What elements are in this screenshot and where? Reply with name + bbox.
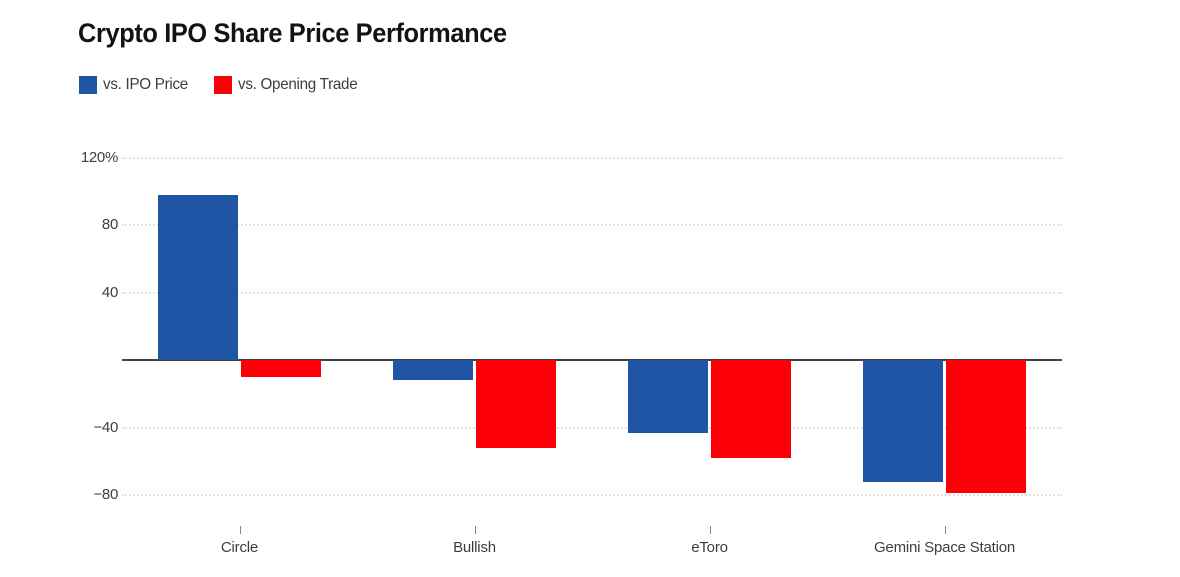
legend-item-vs-ipo-price[interactable]: vs. IPO Price xyxy=(79,76,192,94)
legend-label-vs-ipo-price: vs. IPO Price xyxy=(103,76,188,93)
legend: vs. IPO Price vs. Opening Trade xyxy=(79,76,364,94)
legend-label-vs-opening-trade: vs. Opening Trade xyxy=(238,76,358,93)
legend-swatch-red xyxy=(214,76,233,94)
x-axis-tick-gemini-space-station xyxy=(944,526,946,534)
gridline-120 xyxy=(122,156,1062,159)
legend-swatch-blue xyxy=(79,76,97,94)
x-axis-tick-circle xyxy=(239,526,241,534)
x-axis-tick-etoro xyxy=(709,526,711,534)
x-axis-label-bullish: Bullish xyxy=(453,539,496,556)
y-axis-label-40: 40 xyxy=(101,283,118,301)
y-axis-label-120: 120% xyxy=(80,148,118,166)
gridline--40 xyxy=(122,426,1062,429)
bar-vs-ipo-price-etoro[interactable] xyxy=(628,360,708,433)
x-axis-tick-bullish xyxy=(474,526,476,534)
bar-vs-opening-trade-bullish[interactable] xyxy=(476,360,556,448)
x-axis-label-etoro: eToro xyxy=(691,539,728,556)
bar-vs-opening-trade-etoro[interactable] xyxy=(711,360,791,458)
legend-item-vs-opening-trade[interactable]: vs. Opening Trade xyxy=(214,76,364,94)
y-axis-label-80: 80 xyxy=(101,216,118,233)
bar-vs-opening-trade-gemini-space-station[interactable] xyxy=(946,360,1026,494)
bar-vs-ipo-price-circle[interactable] xyxy=(158,194,238,360)
bar-vs-ipo-price-bullish[interactable] xyxy=(393,360,473,381)
zero-baseline xyxy=(122,359,1062,361)
chart-title: Crypto IPO Share Price Performance xyxy=(78,18,507,48)
x-axis-label-gemini-space-station: Gemini Space Station xyxy=(873,539,1016,556)
gridline-40 xyxy=(122,291,1062,294)
gridline-80 xyxy=(122,224,1062,226)
y-axis-label--40: −40 xyxy=(93,418,118,436)
bar-vs-opening-trade-circle[interactable] xyxy=(241,360,321,377)
x-axis-label-circle: Circle xyxy=(220,539,259,556)
gridline--80 xyxy=(122,494,1062,496)
y-axis-label--80: −80 xyxy=(93,486,118,503)
bar-vs-ipo-price-gemini-space-station[interactable] xyxy=(863,360,943,482)
